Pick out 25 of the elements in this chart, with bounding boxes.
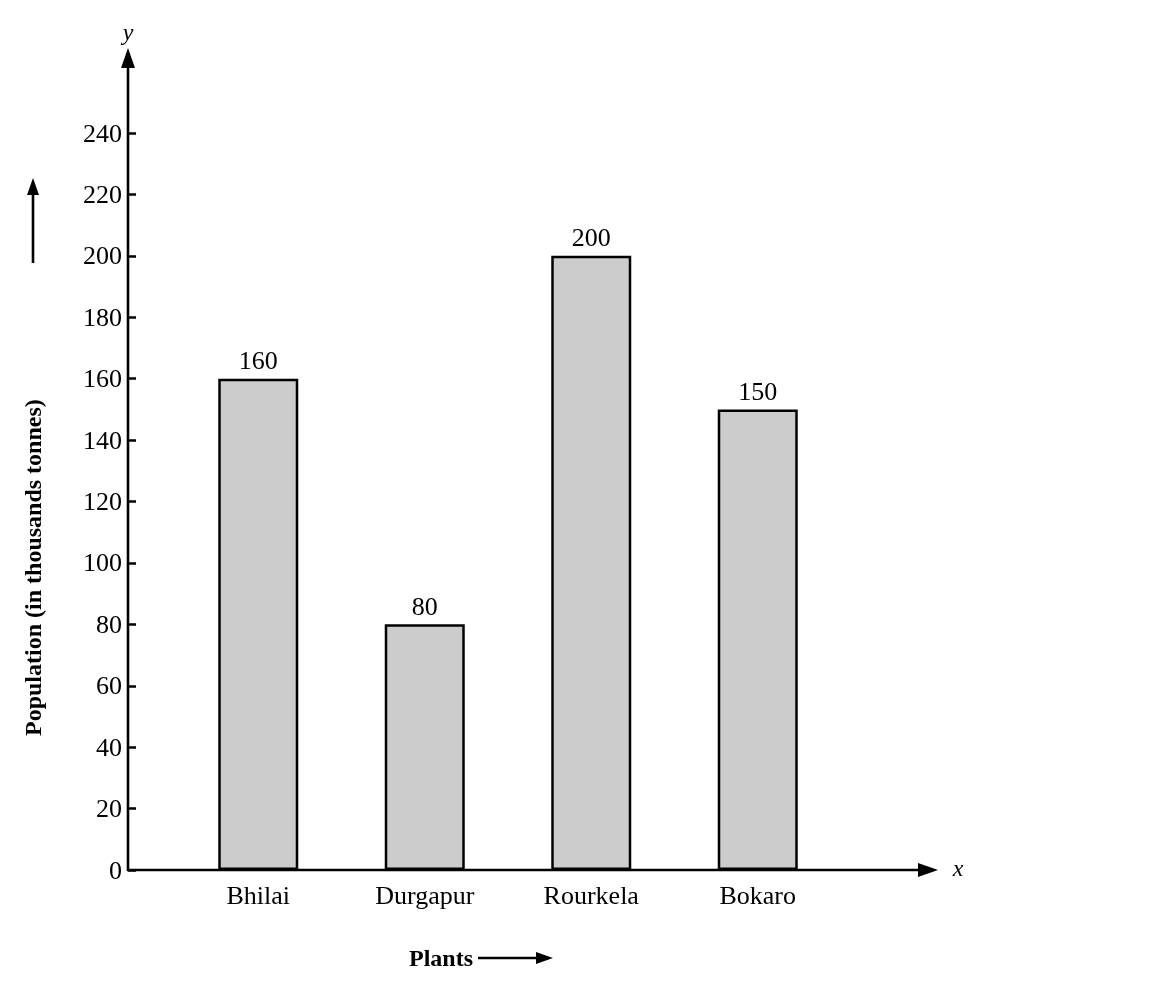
x-tick-label: Bokaro: [719, 880, 797, 910]
x-axis-title: Plants: [408, 945, 473, 971]
y-tick-label: 0: [109, 855, 122, 885]
x-tick-label: Rourkela: [543, 880, 640, 910]
y-tick-label: 60: [96, 671, 122, 701]
y-tick-label: 80: [96, 609, 122, 639]
x-tick-label: Bhilai: [226, 880, 291, 910]
y-tick-label: 20: [96, 794, 122, 824]
data-label: 80: [411, 591, 438, 621]
text: y: [120, 19, 134, 45]
data-label: 160: [238, 346, 278, 376]
y-tick-label: 180: [83, 302, 122, 332]
data-label: 150: [738, 376, 778, 406]
y-tick-label: 140: [83, 425, 122, 455]
y-tick-label: 100: [83, 548, 122, 578]
y-axis-title: Population (in thousands tonnes): [20, 399, 46, 736]
y-tick-label: 220: [83, 179, 122, 209]
y-tick-label: 160: [83, 364, 122, 394]
y-tick-label: 240: [83, 118, 122, 148]
data-label: 200: [571, 223, 611, 253]
y-tick-label: 120: [83, 487, 122, 516]
x-tick-label: Durgapur: [375, 880, 475, 910]
y-tick-label: 40: [96, 732, 122, 762]
text: x: [951, 855, 964, 881]
y-tick-label: 200: [83, 241, 122, 271]
